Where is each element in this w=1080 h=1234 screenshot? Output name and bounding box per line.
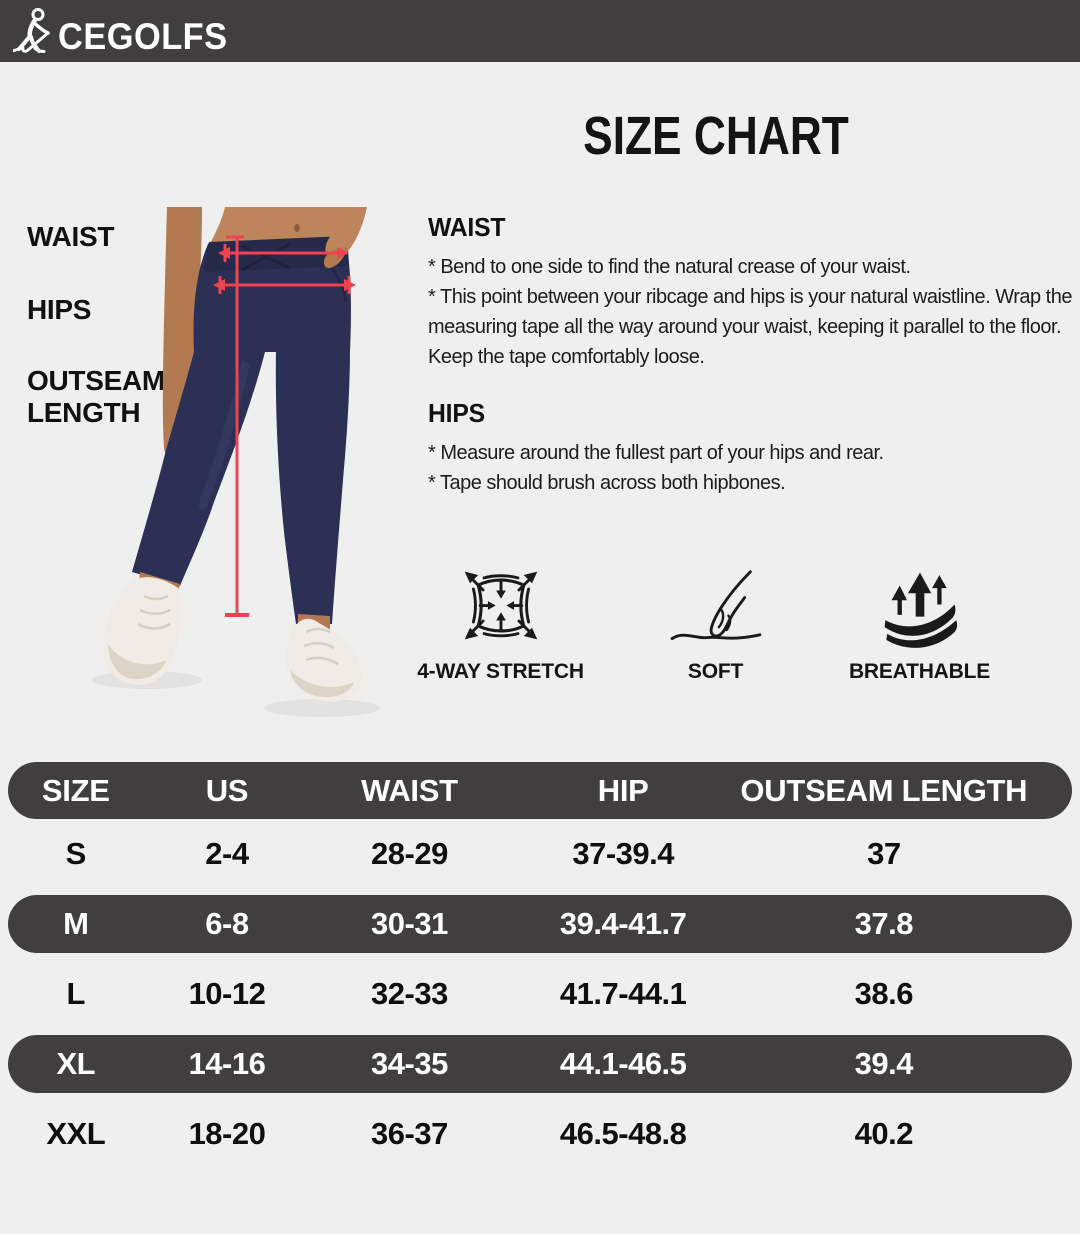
measure-label-outseam: OUTSEAM LENGTH <box>27 365 165 429</box>
measurement-lines <box>213 235 356 617</box>
cell-waist: 32-33 <box>371 976 448 1011</box>
brand-wordmark: CEGOLFS <box>58 16 228 57</box>
model-body <box>103 207 367 702</box>
cell-us: 2-4 <box>205 836 249 871</box>
4-way-stretch-icon <box>413 556 588 652</box>
cell-size: XL <box>56 1046 96 1081</box>
header-outseam: OUTSEAM LENGTH <box>740 772 1028 808</box>
cell-size: M <box>63 906 89 941</box>
cell-size: S <box>65 836 87 871</box>
cell-us: 14-16 <box>188 1046 266 1081</box>
cell-outseam: 37 <box>867 836 901 871</box>
table-row-xl: XL 14-16 34-35 44.1-46.5 39.4 <box>8 1035 1072 1093</box>
table-row-xxl: XXL 18-20 36-37 46.5-48.8 40.2 <box>8 1099 1072 1169</box>
waist-instructions-heading: WAIST <box>428 212 506 242</box>
measure-label-waist: WAIST <box>27 221 115 252</box>
table-row-l: L 10-12 32-33 41.7-44.1 38.6 <box>8 959 1072 1029</box>
cell-hip: 39.4-41.7 <box>559 906 687 941</box>
header-hip: HIP <box>597 772 649 808</box>
table-header-row: SIZE US WAIST HIP OUTSEAM LENGTH <box>8 762 1072 819</box>
cell-us: 18-20 <box>188 1116 266 1151</box>
table-row-m: M 6-8 30-31 39.4-41.7 37.8 <box>8 895 1072 953</box>
cell-size: L <box>66 976 86 1011</box>
hips-instruction-1: * Measure around the fullest part of you… <box>428 442 884 464</box>
table-row-s: S 2-4 28-29 37-39.4 37 <box>8 819 1072 889</box>
brand-bar: CEGOLFS <box>0 0 1080 62</box>
golfer-icon <box>13 7 57 55</box>
header-us: US <box>205 772 249 808</box>
size-table: SIZE US WAIST HIP OUTSEAM LENGTH S 2-4 2… <box>8 762 1072 1169</box>
cell-outseam: 38.6 <box>854 976 914 1011</box>
hips-instruction-2: * Tape should brush across both hipbones… <box>428 472 786 494</box>
feature-breathable: BREATHABLE <box>832 556 1007 684</box>
cell-hip: 44.1-46.5 <box>559 1046 687 1081</box>
feature-label: 4-WAY STRETCH <box>417 660 584 683</box>
cell-waist: 36-37 <box>371 1116 448 1151</box>
brand-logo: CEGOLFS <box>13 7 240 55</box>
cell-hip: 46.5-48.8 <box>559 1116 687 1151</box>
breathable-icon <box>832 556 1007 652</box>
page-title: SIZE CHART <box>583 106 849 166</box>
feature-label: SOFT <box>687 660 744 683</box>
cell-outseam: 39.4 <box>854 1046 914 1081</box>
header-waist: WAIST <box>361 772 458 808</box>
feature-label: BREATHABLE <box>848 660 991 683</box>
feature-4-way-stretch: 4-WAY STRETCH <box>413 556 588 684</box>
hips-instructions-heading: HIPS <box>428 398 485 428</box>
cell-us: 6-8 <box>205 906 249 941</box>
cell-outseam: 37.8 <box>854 906 914 941</box>
cell-outseam: 40.2 <box>854 1116 914 1151</box>
waist-instruction-2: * This point between your ribcage and hi… <box>428 286 1072 368</box>
cell-waist: 28-29 <box>371 836 448 871</box>
cell-waist: 34-35 <box>371 1046 448 1081</box>
model-image <box>92 207 380 717</box>
cell-us: 10-12 <box>188 976 266 1011</box>
measure-label-hips: HIPS <box>27 294 92 325</box>
feature-soft: SOFT <box>628 556 803 684</box>
cell-size: XXL <box>46 1116 106 1151</box>
soft-icon <box>628 556 803 652</box>
cell-hip: 41.7-44.1 <box>559 976 687 1011</box>
instructions-section: WAIST * Bend to one side to find the nat… <box>428 212 1080 498</box>
header-size: SIZE <box>41 772 110 808</box>
cell-hip: 37-39.4 <box>572 836 674 871</box>
waist-instruction-1: * Bend to one side to find the natural c… <box>428 256 911 278</box>
cell-waist: 30-31 <box>371 906 448 941</box>
